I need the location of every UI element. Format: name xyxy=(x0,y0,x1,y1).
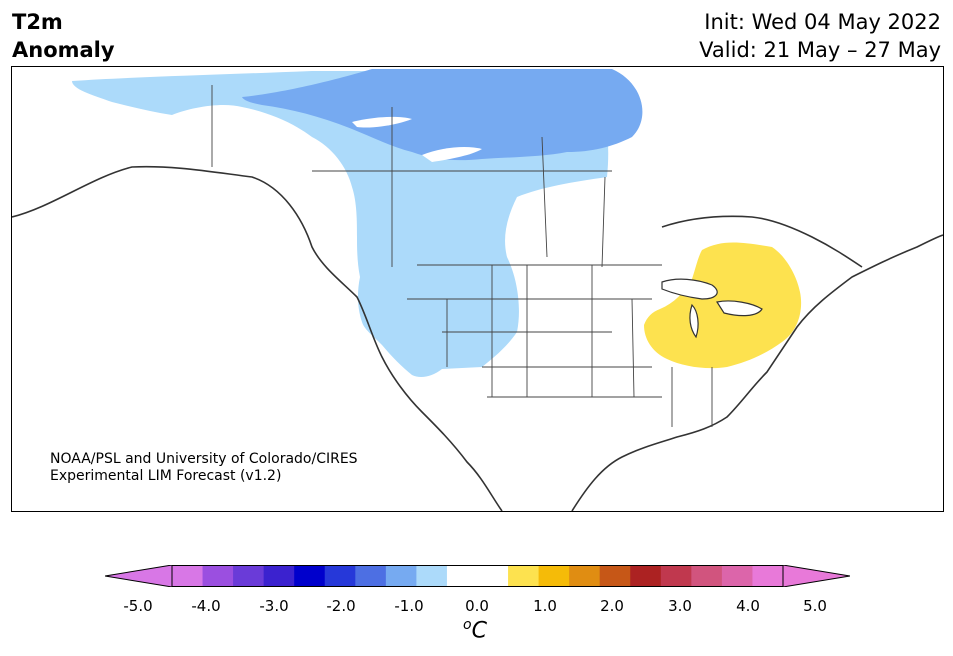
colorbar-cell xyxy=(294,565,326,587)
colorbar-frame xyxy=(171,565,784,587)
anomaly-map xyxy=(12,69,943,511)
colorbar-unit: oC xyxy=(463,617,487,643)
tick-label: -3.0 xyxy=(259,597,289,615)
hudson-bay-patch xyxy=(422,147,482,162)
tick-label: -5.0 xyxy=(123,597,153,615)
colorbar-cell xyxy=(599,565,631,587)
map-panel: NOAA/PSL and University of Colorado/CIRE… xyxy=(11,66,944,512)
colorbar-cell xyxy=(691,565,723,587)
tick-label: -2.0 xyxy=(326,597,356,615)
init-date: Init: Wed 04 May 2022 xyxy=(704,10,941,34)
unit-letter: C xyxy=(471,618,487,644)
colorbar-cell xyxy=(324,565,356,587)
coastline xyxy=(12,165,943,511)
tick-label: 1.0 xyxy=(533,597,557,615)
colorbar xyxy=(105,565,850,587)
map-title: T2m Anomaly xyxy=(12,8,115,64)
water-patch xyxy=(352,116,412,128)
forecast-dates: Init: Wed 04 May 2022 Valid: 21 May – 27… xyxy=(699,8,941,64)
colorbar-cell xyxy=(569,565,601,587)
colorbar-cell xyxy=(385,565,417,587)
great-lakes xyxy=(661,278,763,339)
colorbar-cells xyxy=(172,565,784,587)
colorbar-cell xyxy=(446,565,478,587)
colorbar-under-triangle xyxy=(105,565,173,587)
tick-label: -4.0 xyxy=(191,597,221,615)
tick-label: -1.0 xyxy=(394,597,424,615)
colorbar-ticks: -5.0 -4.0 -3.0 -2.0 -1.0 0.0 1.0 2.0 3.0… xyxy=(0,597,953,617)
credit-text: NOAA/PSL and University of Colorado/CIRE… xyxy=(50,451,358,485)
credit-line-1: NOAA/PSL and University of Colorado/CIRE… xyxy=(50,451,358,467)
title-quantity: Anomaly xyxy=(12,38,115,62)
colorbar-cell xyxy=(202,565,234,587)
tick-label: 2.0 xyxy=(600,597,624,615)
colorbar-cell xyxy=(508,565,540,587)
unit-degree: o xyxy=(463,617,472,633)
colorbar-cell xyxy=(630,565,662,587)
political-borders xyxy=(211,85,713,427)
title-variable: T2m xyxy=(12,10,63,34)
credit-line-2: Experimental LIM Forecast (v1.2) xyxy=(50,468,282,484)
colorbar-cell xyxy=(660,565,692,587)
tick-label: 3.0 xyxy=(668,597,692,615)
colorbar-cell xyxy=(263,565,295,587)
colorbar-cell xyxy=(752,565,784,587)
colorbar-cell xyxy=(172,565,204,587)
colorbar-over-triangle xyxy=(782,565,850,587)
colorbar-cell xyxy=(416,565,448,587)
colorbar-cell xyxy=(355,565,387,587)
tick-label: 5.0 xyxy=(803,597,827,615)
tick-label: 0.0 xyxy=(465,597,489,615)
colorbar-cell xyxy=(538,565,570,587)
colorbar-cell xyxy=(233,565,265,587)
valid-range: Valid: 21 May – 27 May xyxy=(699,38,941,62)
colorbar-cell xyxy=(477,565,509,587)
tick-label: 4.0 xyxy=(736,597,760,615)
colorbar-cell xyxy=(721,565,753,587)
